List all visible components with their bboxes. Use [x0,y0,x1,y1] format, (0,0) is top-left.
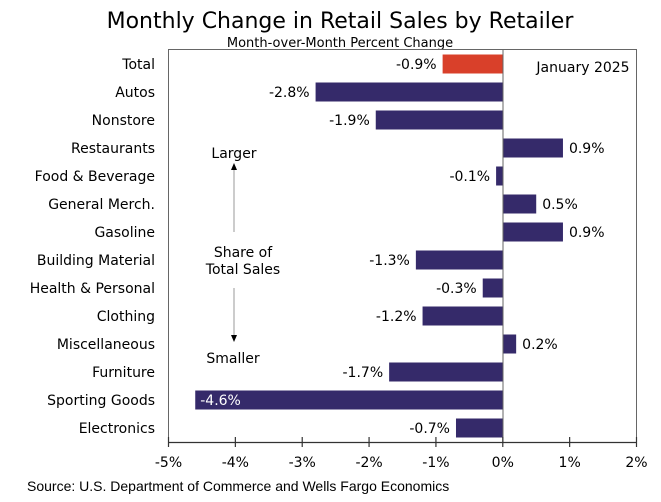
category-label: Clothing [97,309,155,325]
data-label: 0.9% [569,141,605,157]
bar-10 [502,334,517,354]
data-label: -1.3% [369,253,410,269]
data-label: -2.8% [269,85,310,101]
category-label: Restaurants [71,141,155,157]
bar-0 [442,54,503,74]
category-label: Building Material [37,253,155,269]
chart-title: Monthly Change in Retail Sales by Retail… [107,9,575,34]
bar-9 [422,306,503,326]
data-label: 0.9% [569,225,605,241]
bar-8 [482,278,503,298]
data-label: -0.9% [396,57,437,73]
bar-6 [502,222,563,242]
category-label: Gasoline [94,225,155,241]
data-label: 0.5% [542,197,578,213]
data-label: -1.9% [329,113,370,129]
bar-12 [195,390,503,410]
chart-subtitle: Month-over-Month Percent Change [227,36,453,51]
category-label: Electronics [79,421,155,437]
x-tick-label: 0% [492,455,514,471]
data-label: -1.7% [343,365,384,381]
data-label: 0.2% [522,337,558,353]
bar-5 [502,194,537,214]
category-label: Food & Beverage [35,169,155,185]
source-note: Source: U.S. Department of Commerce and … [27,478,449,494]
bar-13 [455,418,503,438]
category-label: Total [121,57,155,73]
date-label: January 2025 [535,60,629,76]
bar-3 [502,138,563,158]
x-tick-label: -5% [155,455,182,471]
category-label: Furniture [92,365,155,381]
x-tick-label: 1% [559,455,581,471]
x-tick-label: 2% [625,455,647,471]
x-tick-label: -3% [289,455,316,471]
category-label: General Merch. [48,197,155,213]
annotation-total-sales: Total Sales [205,262,280,278]
data-label: -0.1% [449,169,490,185]
bar-7 [415,250,503,270]
data-label: -0.3% [436,281,477,297]
data-label: -1.2% [376,309,417,325]
annotation-share: Share of [214,245,273,261]
category-label: Miscellaneous [57,337,155,353]
arrow-up-icon [231,163,237,170]
category-label: Sporting Goods [47,393,155,409]
x-tick-label: -4% [222,455,249,471]
bar-4 [496,166,503,186]
data-label: -0.7% [409,421,450,437]
arrow-down-icon [231,335,237,342]
category-label: Nonstore [92,113,155,129]
x-tick-label: -1% [422,455,449,471]
bar-1 [315,82,503,102]
bar-2 [375,110,503,130]
category-label: Autos [115,85,155,101]
x-tick-label: -2% [355,455,382,471]
data-label: -4.6% [200,393,241,409]
annotation-larger: Larger [211,146,256,162]
annotation-smaller: Smaller [206,351,259,367]
bar-11 [389,362,503,382]
category-label: Health & Personal [30,281,155,297]
